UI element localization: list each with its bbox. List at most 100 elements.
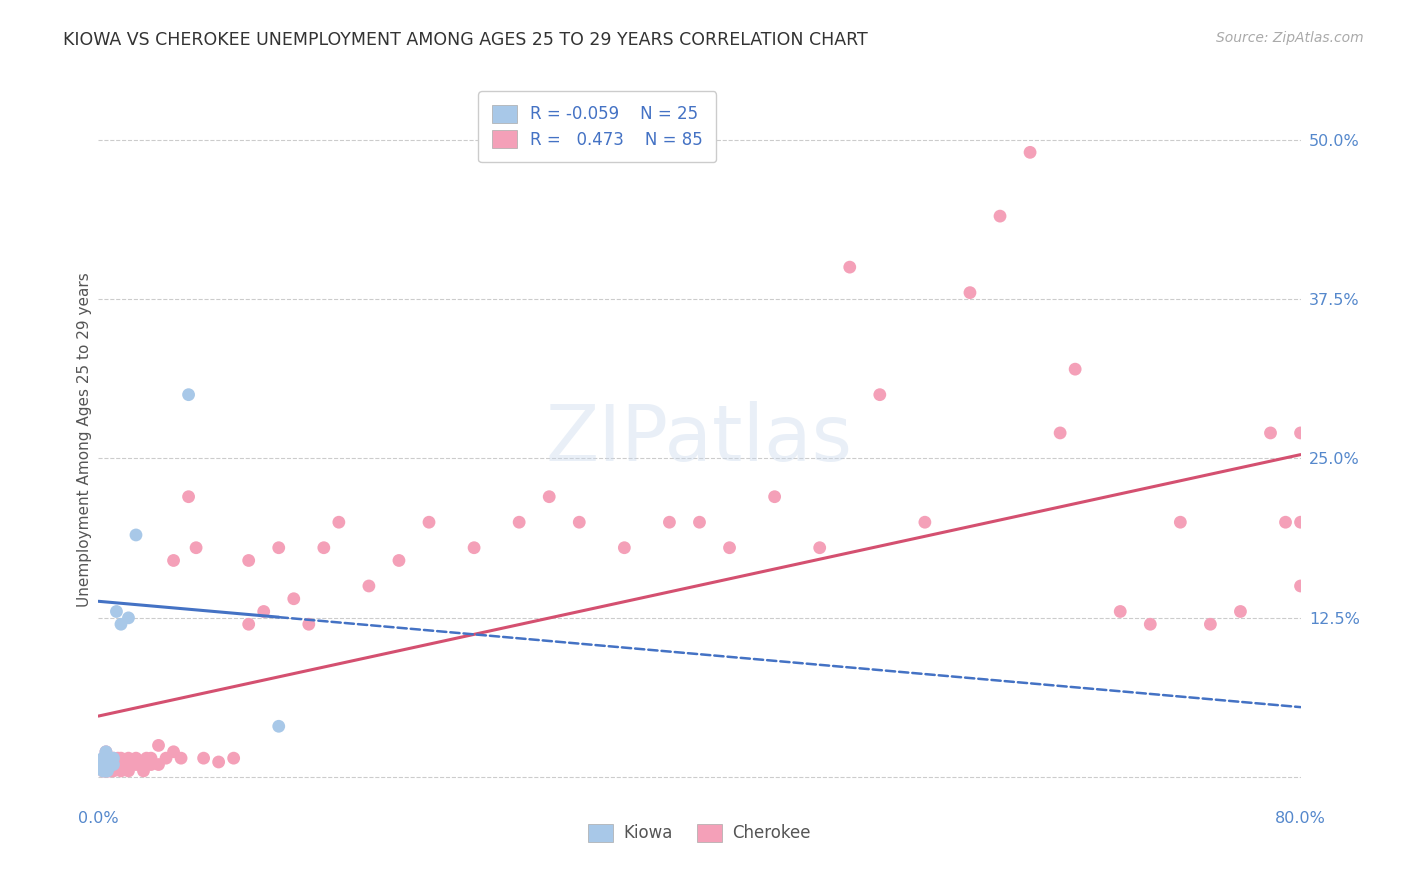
Point xyxy=(1274,515,1296,529)
Point xyxy=(1289,425,1312,440)
Point xyxy=(613,541,636,555)
Point xyxy=(184,541,207,555)
Text: KIOWA VS CHEROKEE UNEMPLOYMENT AMONG AGES 25 TO 29 YEARS CORRELATION CHART: KIOWA VS CHEROKEE UNEMPLOYMENT AMONG AGE… xyxy=(63,31,868,49)
Point xyxy=(959,285,981,300)
Point xyxy=(96,757,118,772)
Point xyxy=(94,764,117,778)
Point xyxy=(568,515,591,529)
Point xyxy=(94,757,117,772)
Point xyxy=(222,751,245,765)
Point xyxy=(103,751,125,765)
Point xyxy=(418,515,440,529)
Point xyxy=(162,553,184,567)
Point xyxy=(125,751,148,765)
Point xyxy=(100,751,122,765)
Text: ZIPatlas: ZIPatlas xyxy=(546,401,853,477)
Point xyxy=(463,541,485,555)
Point xyxy=(97,764,120,778)
Point xyxy=(658,515,681,529)
Point xyxy=(93,757,115,772)
Point xyxy=(114,757,136,772)
Point xyxy=(91,764,114,778)
Point xyxy=(96,764,118,778)
Point xyxy=(117,751,139,765)
Point xyxy=(139,751,162,765)
Point xyxy=(1139,617,1161,632)
Point xyxy=(91,751,114,765)
Point xyxy=(94,745,117,759)
Point xyxy=(1229,605,1251,619)
Point xyxy=(110,764,132,778)
Point xyxy=(100,757,122,772)
Point xyxy=(94,755,117,769)
Point xyxy=(1064,362,1087,376)
Point xyxy=(105,757,128,772)
Point xyxy=(763,490,786,504)
Point xyxy=(97,760,120,774)
Point xyxy=(94,751,117,765)
Point xyxy=(100,764,122,778)
Y-axis label: Unemployment Among Ages 25 to 29 years: Unemployment Among Ages 25 to 29 years xyxy=(77,272,91,607)
Point xyxy=(388,553,411,567)
Point xyxy=(135,751,157,765)
Point xyxy=(688,515,710,529)
Point xyxy=(312,541,335,555)
Point xyxy=(155,751,177,765)
Point xyxy=(298,617,321,632)
Point xyxy=(121,757,143,772)
Point xyxy=(125,528,148,542)
Point xyxy=(328,515,350,529)
Point xyxy=(94,751,117,765)
Point xyxy=(93,764,115,778)
Point xyxy=(117,611,139,625)
Point xyxy=(988,209,1011,223)
Point xyxy=(1109,605,1132,619)
Point xyxy=(1199,617,1222,632)
Point xyxy=(148,757,170,772)
Point xyxy=(148,739,170,753)
Point xyxy=(869,387,891,401)
Point xyxy=(91,764,114,778)
Point xyxy=(110,757,132,772)
Point xyxy=(1289,515,1312,529)
Point xyxy=(110,751,132,765)
Point xyxy=(238,553,260,567)
Point xyxy=(93,755,115,769)
Point xyxy=(193,751,215,765)
Point xyxy=(103,757,125,772)
Point xyxy=(253,605,276,619)
Point xyxy=(132,757,155,772)
Point xyxy=(100,757,122,772)
Point xyxy=(267,541,290,555)
Point xyxy=(208,755,231,769)
Point xyxy=(103,751,125,765)
Point xyxy=(93,764,115,778)
Point xyxy=(132,764,155,778)
Point xyxy=(129,757,152,772)
Point xyxy=(283,591,305,606)
Point xyxy=(97,755,120,769)
Point xyxy=(101,755,124,769)
Point xyxy=(267,719,290,733)
Point xyxy=(538,490,561,504)
Point xyxy=(96,760,118,774)
Text: Source: ZipAtlas.com: Source: ZipAtlas.com xyxy=(1216,31,1364,45)
Point xyxy=(103,757,125,772)
Point xyxy=(357,579,380,593)
Point xyxy=(91,757,114,772)
Legend: Kiowa, Cherokee: Kiowa, Cherokee xyxy=(581,817,818,849)
Point xyxy=(177,387,200,401)
Point xyxy=(162,745,184,759)
Point xyxy=(508,515,530,529)
Point xyxy=(94,764,117,778)
Point xyxy=(117,764,139,778)
Point xyxy=(238,617,260,632)
Point xyxy=(914,515,936,529)
Point xyxy=(107,751,129,765)
Point xyxy=(838,260,860,274)
Point xyxy=(91,757,114,772)
Point xyxy=(110,617,132,632)
Point xyxy=(105,605,128,619)
Point xyxy=(101,755,124,769)
Point xyxy=(1260,425,1282,440)
